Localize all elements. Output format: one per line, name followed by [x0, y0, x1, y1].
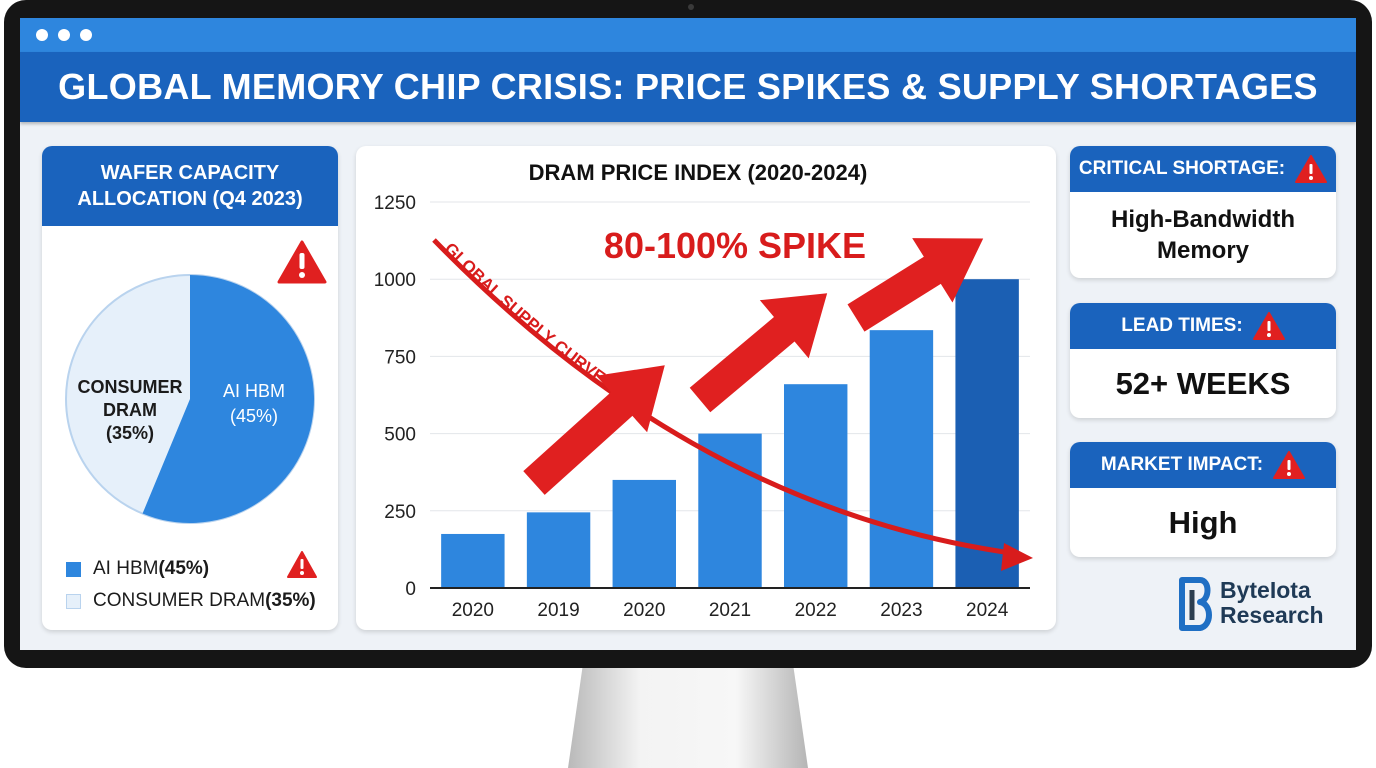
x-tick-label: 2021: [709, 600, 751, 621]
legend-label: AI HBM: [93, 558, 159, 579]
supply-curve-label-text: GLOBAL SUPPLY CURVE: [441, 239, 609, 387]
y-tick-label: 0: [405, 579, 416, 600]
wafer-title-line2: ALLOCATION (Q4 2023): [77, 188, 303, 210]
window-dot-icon[interactable]: [36, 29, 48, 41]
market-impact-header: MARKET IMPACT:: [1070, 442, 1336, 488]
lead-times-value: 52+ WEEKS: [1115, 365, 1291, 401]
brand-logo-icon: [1179, 577, 1212, 631]
warning-triangle-icon: [1273, 451, 1306, 479]
legend-item-consumer-dram: CONSUMER DRAM (35%): [66, 590, 316, 612]
bar-2024: [955, 279, 1019, 588]
wafer-title-line1: WAFER CAPACITY: [100, 162, 280, 184]
critical-shortage-title: CRITICAL SHORTAGE:: [1078, 158, 1286, 179]
legend-label: CONSUMER DRAM: [93, 590, 266, 611]
bar-2020: [441, 533, 505, 588]
screen: GLOBAL MEMORY CHIP CRISIS: PRICE SPIKES …: [20, 18, 1356, 650]
x-tick-label: 2020: [623, 600, 665, 621]
y-tick-label: 250: [384, 502, 416, 523]
pie-label-consumer-line1: CONSUMER: [77, 377, 182, 397]
x-tick-label: 2019: [537, 600, 579, 621]
lead-times-card: LEAD TIMES: 52+ WEEKS: [1070, 303, 1336, 418]
y-axis-ticks: 0 250 500 750 1000 1250: [374, 193, 416, 600]
x-tick-label: 2020: [452, 600, 494, 621]
price-chart-card: DRAM PRICE INDEX (2020-2024) 0 250 500 750 1…: [356, 146, 1056, 630]
critical-shortage-header: CRITICAL SHORTAGE:: [1070, 146, 1336, 192]
up-arrow-icon: [523, 365, 665, 495]
window-dot-icon[interactable]: [80, 29, 92, 41]
critical-shortage-value: High-Bandwidth Memory: [1070, 192, 1336, 278]
monitor-stand: [568, 668, 808, 768]
y-tick-label: 1000: [374, 270, 416, 291]
brand-name-line1: ByteIota: [1220, 577, 1311, 603]
pie-label-consumer-value: (35%): [106, 423, 154, 443]
bar-2023: [869, 330, 934, 588]
curve-arrow-icon: [1001, 543, 1033, 571]
lead-times-header: LEAD TIMES:: [1070, 303, 1336, 349]
browser-bar: [20, 18, 1356, 52]
brand-logo: ByteIota Research: [1176, 574, 1346, 634]
market-impact-title: MARKET IMPACT:: [1100, 454, 1264, 475]
pie-slice-ai-hbm: [142, 275, 314, 523]
pie-label-ai-line1: AI HBM: [223, 381, 285, 401]
y-tick-label: 750: [384, 347, 416, 368]
legend-swatch-consumer-dram: [66, 593, 81, 609]
legend-value: (35%): [265, 590, 316, 611]
bar-2020: [612, 479, 676, 588]
warning-triangle-icon: [287, 551, 317, 578]
warning-triangle-icon: [1252, 312, 1285, 340]
chart-title: DRAM PRICE INDEX (2020-2024): [529, 160, 868, 185]
x-axis-ticks: 2020 2019 2020 2021 2022 2023 2024: [452, 600, 1009, 621]
bar-2019: [526, 512, 591, 588]
y-tick-label: 1250: [374, 193, 416, 214]
x-tick-label: 2023: [880, 600, 922, 621]
critical-shortage-value-line2: Memory: [1156, 237, 1250, 264]
legend-value: (45%): [158, 558, 210, 579]
market-impact-value: High: [1168, 504, 1238, 540]
price-bar-chart: DRAM PRICE INDEX (2020-2024) 0 250 500 750 1…: [374, 160, 1033, 621]
spike-annotation: 80-100% SPIKE: [604, 225, 866, 266]
warning-triangle-icon: [1295, 155, 1328, 183]
brand-name-line2: Research: [1220, 602, 1324, 628]
up-arrow-icon: [689, 293, 828, 413]
critical-shortage-value-line1: High-Bandwidth: [1111, 206, 1295, 233]
chart-bars: [441, 279, 1019, 588]
window-dot-icon[interactable]: [58, 29, 70, 41]
wafer-allocation-card: WAFER CAPACITY ALLOCATION (Q4 2023) CONS…: [42, 146, 338, 630]
up-arrow-icon: [847, 238, 984, 332]
y-tick-label: 500: [384, 425, 416, 446]
pie-chart: CONSUMER DRAM (35%) AI HBM (45%): [65, 240, 327, 578]
legend-item-ai-hbm: AI HBM (45%): [66, 558, 209, 580]
page-title: GLOBAL MEMORY CHIP CRISIS: PRICE SPIKES …: [20, 52, 1356, 122]
lead-times-title: LEAD TIMES:: [1121, 315, 1243, 336]
supply-curve-label: GLOBAL SUPPLY CURVE: [441, 239, 609, 387]
camera-dot: [688, 4, 694, 10]
market-impact-card: MARKET IMPACT: High: [1070, 442, 1336, 557]
bar-2022: [784, 384, 848, 588]
pie-label-consumer-line2: DRAM: [103, 400, 157, 420]
wafer-card-header: WAFER CAPACITY ALLOCATION (Q4 2023): [42, 146, 338, 226]
brand-name: ByteIota Research: [1220, 578, 1324, 628]
legend-swatch-ai-hbm: [66, 561, 81, 577]
x-tick-label: 2024: [966, 600, 1009, 621]
pie-label-ai-value: (45%): [230, 406, 278, 426]
warning-triangle-icon: [277, 240, 327, 284]
x-tick-label: 2022: [795, 600, 837, 621]
bar-2021: [698, 433, 762, 588]
critical-shortage-card: CRITICAL SHORTAGE: High-Bandwidth Memory: [1070, 146, 1336, 278]
supply-curve-line: [432, 238, 1019, 557]
